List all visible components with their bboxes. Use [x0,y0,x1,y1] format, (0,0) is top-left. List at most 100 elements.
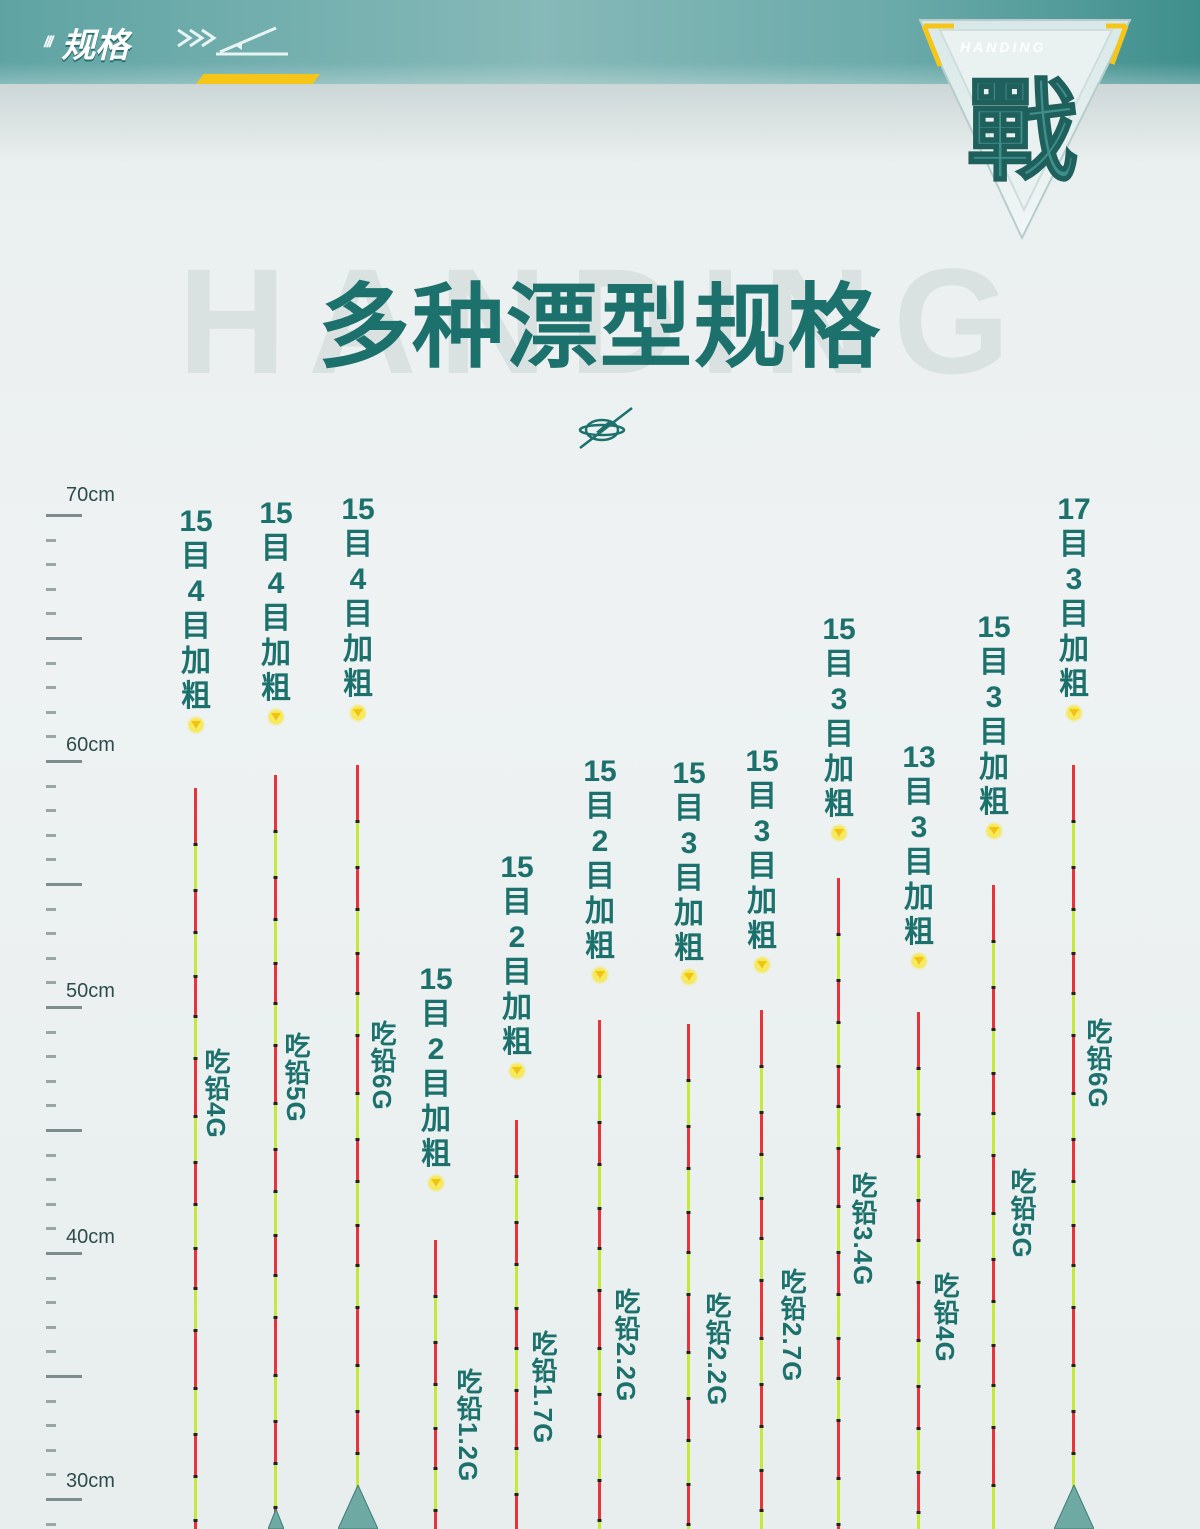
float-stick [759,1010,764,1529]
float-spec-char: 目 [261,602,291,635]
float-spec-char: 目 [585,860,615,893]
float-spec-label: 13 目 3 目加粗 [889,740,949,950]
float-stick [193,788,198,1529]
float-item: 15 目 3 目加粗吃铅2.7G [732,0,807,1529]
float-spec-char: 4 [187,575,205,608]
float-item: 15 目 2 目加粗吃铅1.7G [487,0,558,1529]
ruler-label-50cm: 50cm [66,980,115,1002]
ruler-minor-tick [46,1325,56,1329]
brand-emblem-icon: HANDING 戰 [918,19,1132,241]
float-spec-label: 15 目 3 目加粗 [964,610,1024,820]
ruler-minor-tick [46,1424,56,1428]
ruler-label-70cm: 70cm [66,484,115,506]
ruler-minor-tick [46,1350,56,1354]
float-spec-char: 15 [822,613,856,646]
float-spec-char: 3 [680,827,698,860]
pointer-arrow-icon [349,704,367,722]
float-item: 15 目 2 目加粗吃铅2.2G [570,0,641,1529]
float-spec-char: 15 [500,851,534,884]
pointer-arrow-icon [1065,704,1083,722]
float-spec-char: 3 [910,811,928,844]
ruler-minor-tick [46,735,56,739]
pointer-arrow-icon [267,708,285,726]
ruler-minor-tick [46,563,56,567]
float-spec-char: 目 [824,648,854,681]
float-spec-char: 3 [985,681,1003,714]
float-spec-char: 15 [672,757,706,790]
float-spec-label: 15 目 3 目加粗 [809,612,869,822]
float-spec-char: 粗 [904,916,934,949]
float-spec-char: 加 [747,885,777,918]
float-spec-label: 15 目 2 目加粗 [406,962,466,1172]
float-spec-char: 3 [830,683,848,716]
lead-weight-label: 吃铅2.2G [702,1292,732,1407]
ruler-minor-tick [46,538,56,542]
ruler-minor-tick [46,1301,56,1305]
ruler-major-tick [46,514,82,517]
pointer-arrow-icon [508,1062,526,1080]
float-stick [514,1120,519,1529]
float-item: 15 目 3 目加粗吃铅2.2G [659,0,732,1529]
emblem-brand-text: HANDING [960,39,1046,55]
float-spec-char: 加 [979,751,1009,784]
ruler-minor-tick [46,907,56,911]
float-spec-char: 加 [824,753,854,786]
float-spec-char: 粗 [421,1138,451,1171]
ruler-major-tick [46,883,82,886]
float-spec-label: 15 目 4 目加粗 [166,504,226,714]
float-spec-char: 加 [261,637,291,670]
lead-weight-label: 吃铅1.7G [528,1330,558,1445]
float-spec-char: 4 [349,563,367,596]
lead-weight-label: 吃铅6G [367,1020,397,1111]
pointer-arrow-icon [910,952,928,970]
lead-weight-label: 吃铅6G [1083,1018,1113,1109]
float-stick [355,765,360,1529]
ruler-label-60cm: 60cm [66,734,115,756]
float-spec-label: 15 目 4 目加粗 [246,496,306,706]
ruler-minor-tick [46,612,56,616]
float-spec-char: 目 [979,646,1009,679]
float-stick [597,1020,602,1529]
ruler-major-tick [46,760,82,763]
float-stick [836,878,841,1529]
float-spec-char: 目 [979,716,1009,749]
float-spec-char: 2 [508,921,526,954]
float-stick [273,775,278,1529]
float-item: 15 目 4 目加粗吃铅5G [246,0,311,1529]
float-spec-char: 粗 [343,668,373,701]
float-spec-char: 加 [181,645,211,678]
section-title: 规格 [61,27,130,65]
float-spec-char: 目 [502,956,532,989]
float-spec-char: 目 [674,792,704,825]
float-spec-char: 目 [502,886,532,919]
float-spec-char: 粗 [824,788,854,821]
arrows-decoration-icon [177,26,288,56]
float-line-icon [578,407,633,449]
lead-weight-label: 吃铅2.7G [777,1268,807,1383]
float-spec-char: 粗 [585,930,615,963]
float-spec-char: 目 [343,598,373,631]
ruler-major-tick [46,1252,82,1255]
ruler-minor-tick [46,1030,56,1034]
float-spec-char: 15 [341,493,375,526]
ruler-minor-tick [46,1473,56,1477]
float-spec-char: 目 [747,850,777,883]
float-spec-char: 2 [427,1033,445,1066]
float-stick [686,1024,691,1529]
lead-weight-label: 吃铅5G [1007,1168,1037,1259]
float-stick [916,1012,921,1529]
float-spec-char: 2 [591,825,609,858]
float-spec-char: 加 [343,633,373,666]
ruler-minor-tick [46,686,56,690]
float-spec-char: 目 [904,846,934,879]
float-item: 17 目 3 目加粗吃铅6G [1044,0,1113,1529]
ruler-minor-tick [46,981,56,985]
lead-weight-label: 吃铅5G [281,1032,311,1123]
float-spec-char: 粗 [261,672,291,705]
ruler-minor-tick [46,1522,56,1526]
pointer-arrow-icon [985,822,1003,840]
float-spec-char: 粗 [747,920,777,953]
float-stick [433,1240,438,1529]
ruler-minor-tick [46,1227,56,1231]
watermark-text: HANDING [178,237,1032,405]
